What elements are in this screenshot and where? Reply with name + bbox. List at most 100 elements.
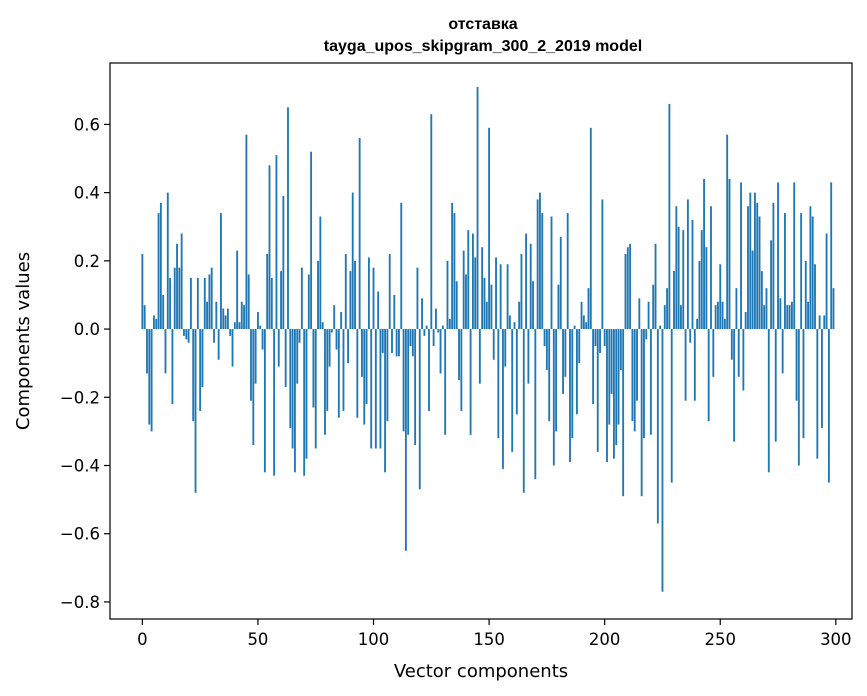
bar-259 — [740, 182, 742, 330]
bar-174 — [543, 329, 546, 347]
bar-237 — [689, 329, 692, 343]
y-tick-label: −0.2 — [60, 388, 100, 407]
bar-110 — [395, 329, 398, 357]
bar-65 — [291, 329, 294, 449]
bar-7 — [157, 213, 160, 330]
bar-166 — [525, 233, 527, 330]
bar-28 — [206, 301, 209, 330]
bar-268 — [760, 271, 763, 330]
bar-100 — [372, 267, 375, 330]
bar-35 — [222, 308, 225, 330]
bar-251 — [721, 301, 724, 330]
bar-27 — [203, 277, 206, 330]
bar-181 — [559, 236, 562, 330]
bar-98 — [367, 257, 370, 330]
bar-5 — [152, 315, 155, 330]
bar-120 — [418, 329, 421, 490]
bar-126 — [432, 329, 435, 347]
bar-269 — [763, 305, 766, 330]
bar-72 — [307, 274, 310, 330]
bar-221 — [652, 284, 655, 330]
bar-294 — [821, 329, 823, 428]
bar-30 — [210, 267, 213, 330]
bar-151 — [490, 284, 493, 330]
bar-299 — [832, 288, 835, 330]
bar-278 — [784, 213, 786, 330]
bar-241 — [698, 260, 701, 330]
bar-183 — [564, 329, 567, 377]
bar-191 — [582, 315, 585, 330]
bar-295 — [823, 315, 826, 330]
bar-287 — [804, 260, 807, 330]
bar-263 — [749, 192, 752, 330]
bar-246 — [710, 206, 712, 330]
bar-226 — [663, 305, 666, 330]
bar-116 — [409, 329, 412, 347]
bar-262 — [747, 206, 749, 330]
bar-43 — [240, 301, 243, 330]
bar-233 — [680, 305, 682, 330]
bar-39 — [231, 329, 234, 367]
bar-60 — [280, 271, 282, 330]
bar-150 — [488, 127, 491, 330]
bar-80 — [326, 329, 329, 411]
bar-232 — [677, 226, 680, 330]
bar-58 — [275, 155, 278, 330]
bar-230 — [673, 271, 675, 330]
bar-137 — [458, 329, 460, 381]
bar-129 — [439, 329, 442, 374]
bar-202 — [608, 329, 611, 425]
bar-213 — [633, 329, 636, 432]
bar-11 — [166, 192, 169, 330]
bar-82 — [330, 329, 333, 333]
bar-4 — [150, 329, 153, 432]
bar-164 — [520, 254, 523, 330]
bar-37 — [226, 308, 229, 330]
bar-31 — [213, 329, 215, 343]
y-tick-label: 0.2 — [74, 252, 100, 271]
bar-162 — [515, 329, 518, 415]
bar-140 — [465, 274, 467, 330]
bar-290 — [811, 216, 814, 330]
bar-179 — [555, 329, 558, 432]
bar-169 — [532, 281, 534, 330]
bar-188 — [576, 329, 578, 415]
x-tick-label: 300 — [820, 630, 852, 649]
bar-235 — [684, 329, 687, 401]
bar-48 — [252, 329, 255, 446]
bar-161 — [513, 322, 516, 330]
bar-228 — [668, 103, 671, 330]
bar-165 — [522, 329, 525, 493]
bar-128 — [437, 329, 440, 333]
bar-18 — [183, 329, 185, 336]
bar-265 — [753, 192, 756, 330]
bar-286 — [802, 329, 805, 439]
bar-103 — [379, 329, 382, 449]
bar-177 — [550, 216, 553, 330]
bar-115 — [407, 329, 410, 435]
bar-135 — [453, 213, 456, 330]
bar-132 — [446, 260, 449, 330]
bar-207 — [619, 329, 622, 370]
bar-17 — [180, 233, 183, 330]
bar-40 — [233, 322, 236, 330]
bar-282 — [793, 182, 796, 330]
bar-70 — [303, 329, 306, 476]
bar-279 — [786, 305, 789, 330]
bar-86 — [340, 312, 343, 330]
bar-41 — [236, 250, 239, 330]
bar-176 — [548, 329, 551, 422]
bar-258 — [737, 329, 740, 377]
bar-62 — [284, 329, 287, 388]
bar-144 — [474, 257, 477, 330]
bar-245 — [707, 329, 710, 422]
bar-97 — [365, 329, 368, 405]
bar-223 — [656, 329, 659, 524]
bar-1 — [143, 305, 146, 330]
bar-87 — [342, 329, 345, 411]
bar-267 — [758, 216, 761, 330]
y-axis-label: Components values — [13, 252, 34, 430]
bar-216 — [640, 329, 643, 497]
bar-247 — [712, 329, 715, 377]
bar-79 — [324, 329, 326, 435]
